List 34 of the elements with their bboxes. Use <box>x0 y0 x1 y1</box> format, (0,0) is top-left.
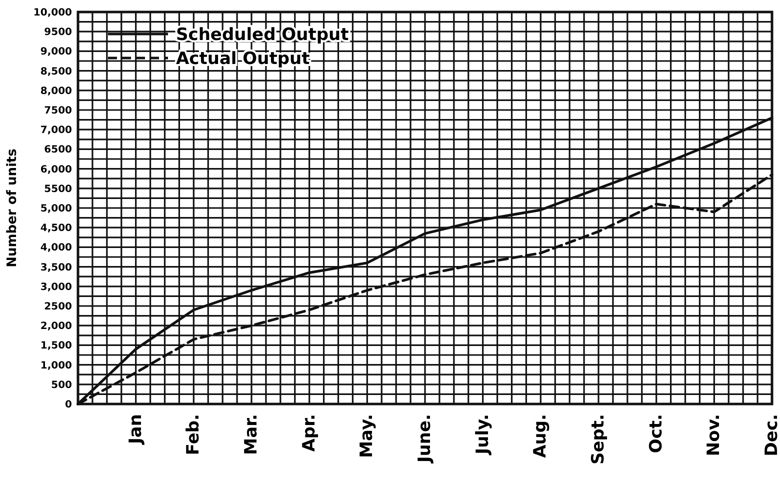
y-tick-label: 5500 <box>44 184 72 195</box>
x-tick-label: Aug. <box>530 414 551 458</box>
x-tick-label: Sept. <box>588 414 608 465</box>
y-tick-label: 3,500 <box>40 262 72 274</box>
x-tick-label: Dec. <box>762 414 780 456</box>
y-tick-label: 1,000 <box>40 360 72 372</box>
x-tick-label: Apr. <box>299 414 320 452</box>
x-tick-label: May. <box>357 414 378 458</box>
y-tick-label: 5,000 <box>40 204 72 214</box>
x-tick-label: Feb. <box>184 414 204 456</box>
y-tick-label: 2,000 <box>40 321 72 332</box>
y-tick-label: 10,000 <box>33 8 72 18</box>
y-tick-label: 8,500 <box>40 66 72 78</box>
y-tick-label: 1,500 <box>40 340 72 352</box>
y-tick-label: 9500 <box>44 27 72 38</box>
y-tick-label: 8,000 <box>40 86 72 97</box>
y-tick-label: 9,000 <box>40 46 72 58</box>
y-tick-label: 3,000 <box>40 282 72 293</box>
x-tick-label: Mar. <box>242 414 262 455</box>
y-tick-label: 0 <box>65 400 72 410</box>
y-tick-label: 4,500 <box>40 223 72 234</box>
y-tick-label: 2500 <box>44 302 72 312</box>
y-tick-label: 500 <box>51 380 72 391</box>
y-tick-label: 7500 <box>44 106 72 116</box>
y-tick-label: 6500 <box>44 144 72 156</box>
x-tick-label: Oct. <box>646 414 666 454</box>
x-tick-label: Nov. <box>704 414 724 456</box>
x-tick-label: June. <box>415 414 435 464</box>
y-tick-label: 6,000 <box>40 164 72 176</box>
y-tick-label: 4,000 <box>40 242 72 254</box>
y-axis-title: Number of units <box>5 148 20 268</box>
x-tick-label: Jan <box>126 414 146 445</box>
x-tick-label: July. <box>472 414 493 456</box>
y-tick-label: 7,000 <box>40 125 72 136</box>
